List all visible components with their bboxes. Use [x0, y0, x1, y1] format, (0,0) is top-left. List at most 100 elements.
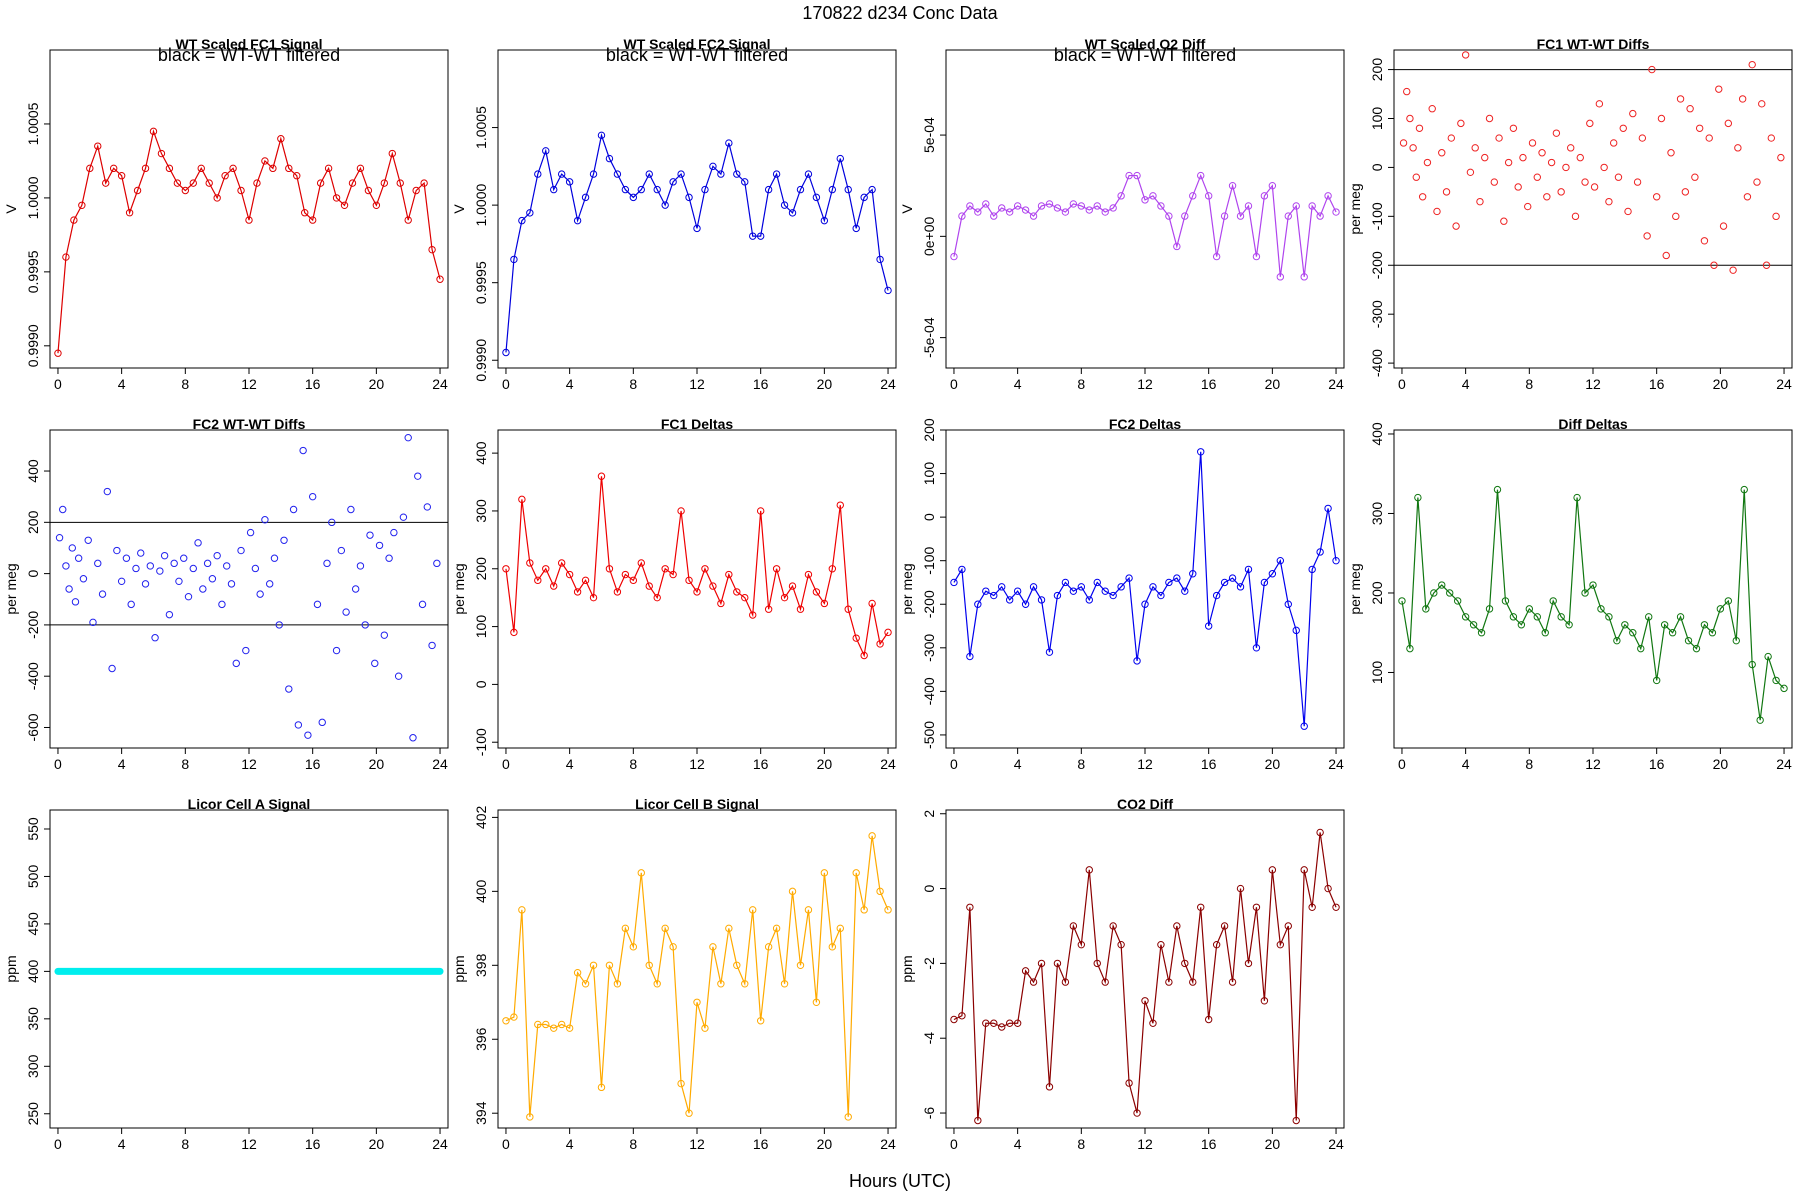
panel-title: WT Scaled FC1 Signal: [175, 36, 322, 52]
data-point: [428, 641, 436, 650]
data-point: [1657, 114, 1666, 123]
data-point: [1525, 605, 1534, 613]
plot-area: [54, 127, 444, 357]
data-point: [1029, 212, 1038, 220]
data-point: [836, 924, 844, 933]
data-point: [74, 554, 83, 562]
x-tick-label: 16: [1649, 756, 1665, 772]
data-point: [1077, 583, 1086, 591]
data-point: [1490, 178, 1498, 186]
data-point: [502, 565, 510, 573]
data-point: [852, 869, 860, 877]
data-point: [1292, 626, 1300, 635]
y-axis-label: ppm: [451, 955, 467, 982]
x-tick-label: 16: [305, 1136, 321, 1152]
data-point: [409, 734, 417, 742]
data-point: [1204, 622, 1213, 630]
plot-area: [1394, 51, 1792, 274]
data-point: [213, 194, 221, 202]
data-point: [68, 544, 76, 552]
data-point: [332, 194, 341, 202]
data-point: [974, 208, 982, 216]
data-point: [557, 170, 566, 178]
data-point: [1493, 485, 1502, 494]
y-tick-label: 300: [1369, 502, 1385, 526]
data-point: [1029, 583, 1038, 591]
y-tick-label: 550: [25, 817, 41, 841]
data-point: [550, 185, 558, 194]
y-axis-label: per meg: [1347, 563, 1363, 614]
data-point: [1228, 574, 1237, 582]
data-point: [1710, 261, 1718, 269]
data-point: [141, 164, 150, 173]
data-point: [876, 640, 884, 648]
x-tick-label: 12: [689, 1136, 705, 1152]
data-point: [534, 1020, 542, 1029]
panel-title: Licor Cell A Signal: [188, 796, 311, 812]
data-point: [385, 554, 393, 562]
y-tick-label: -100: [921, 546, 937, 574]
data-point: [1629, 109, 1637, 118]
x-tick-label: 20: [1265, 376, 1281, 392]
y-tick-label: 450: [25, 912, 41, 936]
data-point: [998, 583, 1006, 591]
data-point: [237, 186, 245, 195]
panel-note: black = WT-WT filtered: [158, 45, 340, 65]
data-point: [285, 685, 293, 693]
data-point: [1117, 583, 1125, 591]
x-tick-label: 4: [1014, 376, 1022, 392]
data-point: [1093, 578, 1101, 587]
panel-fc2-wtwt-diffs: FC2 WT-WT Diffs per meg 0 4 8 12 16 20 24 -600 -40…: [3, 416, 449, 772]
data-point: [380, 179, 389, 187]
data-point: [1557, 613, 1565, 621]
data-point: [502, 348, 510, 357]
data-point: [1729, 266, 1737, 274]
data-point: [1037, 959, 1046, 968]
x-tick-label: 16: [1201, 376, 1217, 392]
data-point: [1157, 940, 1165, 949]
data-point: [251, 564, 260, 573]
data-point: [804, 906, 813, 914]
data-point: [1481, 153, 1489, 162]
data-point: [788, 209, 797, 217]
x-tick-label: 20: [369, 1136, 385, 1152]
data-point: [404, 433, 412, 442]
data-point: [1149, 1019, 1157, 1027]
x-tick-label: 4: [1462, 376, 1470, 392]
data-point: [701, 565, 709, 573]
y-tick-label: -400: [25, 662, 41, 690]
data-point: [1605, 613, 1613, 621]
data-point: [772, 565, 781, 573]
x-tick-label: 12: [241, 376, 257, 392]
data-point: [1619, 124, 1627, 132]
data-point: [1053, 591, 1062, 600]
data-point: [412, 186, 420, 195]
data-point: [565, 570, 574, 579]
y-tick-label: 0.9990: [25, 324, 41, 367]
data-point: [868, 185, 876, 194]
data-point: [84, 536, 92, 544]
y-tick-label: 200: [921, 418, 937, 442]
data-point: [1220, 212, 1229, 220]
data-point: [361, 621, 369, 629]
x-tick-label: 8: [1077, 756, 1085, 772]
x-tick-label: 4: [118, 376, 126, 392]
data-point: [1541, 629, 1549, 637]
data-point: [301, 208, 309, 217]
data-point: [342, 608, 350, 616]
x-tick-label: 4: [566, 1136, 574, 1152]
data-point: [966, 202, 974, 210]
data-point: [1409, 144, 1417, 152]
data-point: [1500, 217, 1508, 225]
data-point: [605, 565, 614, 573]
data-point: [1695, 124, 1704, 132]
x-tick-label: 20: [817, 1136, 833, 1152]
data-point: [693, 224, 701, 233]
data-point: [86, 164, 94, 173]
data-point: [1700, 621, 1709, 629]
data-point: [1045, 200, 1054, 208]
data-point: [1101, 208, 1109, 216]
data-point: [669, 943, 677, 951]
data-point: [313, 600, 322, 609]
data-point: [127, 600, 135, 609]
